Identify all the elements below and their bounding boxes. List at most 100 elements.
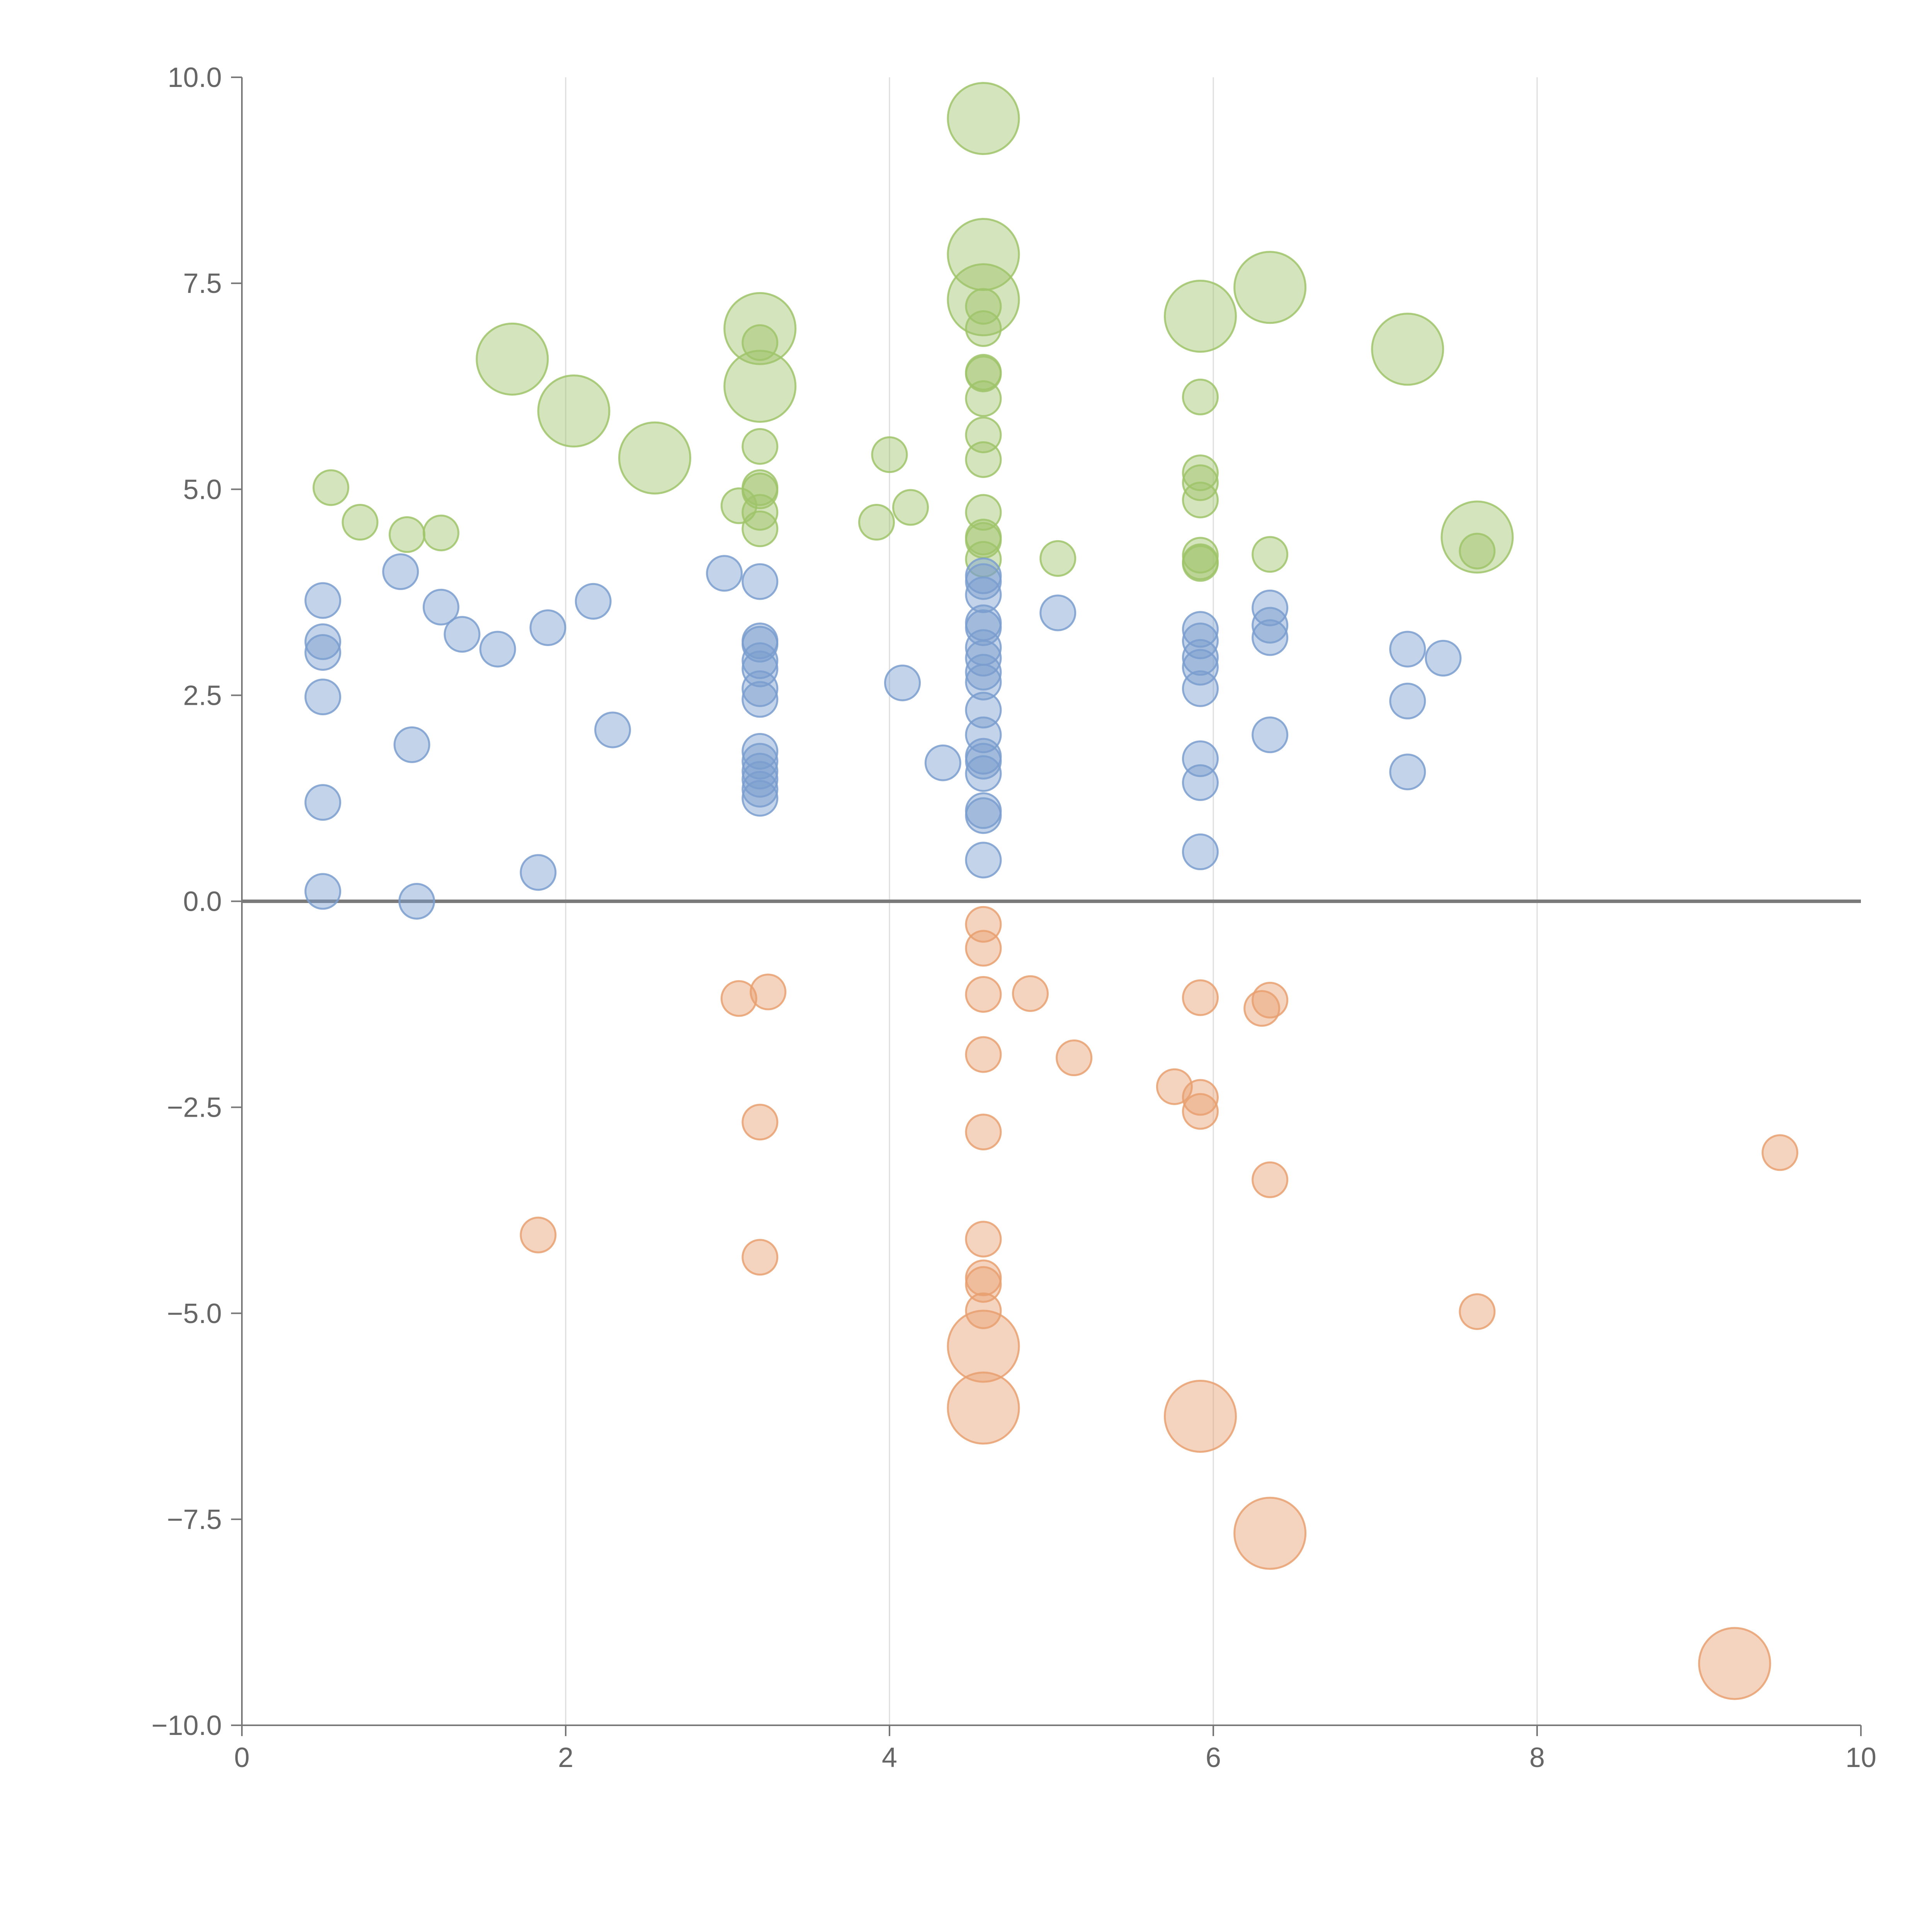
y-axis-ticks: 10.0 7.5 5.0 2.5 0.0 −2.5 −5.0 −7.5 −10.0 (151, 62, 242, 1741)
bubble-green (388, 516, 425, 553)
x-axis-ticks: 0 2 4 6 8 10 (234, 1725, 1876, 1773)
bubble-green (947, 263, 1020, 337)
bubble-blue (965, 576, 1002, 613)
bubble-green (476, 322, 549, 396)
bubble-blue (1252, 619, 1289, 656)
bubble-blue (965, 797, 1002, 834)
bubble-blue (529, 609, 566, 646)
y-tick-label: 5.0 (183, 474, 222, 505)
bubble-green (892, 489, 929, 526)
bubble-green (1459, 532, 1496, 570)
y-tick-label: −5.0 (167, 1298, 222, 1329)
bubble-blue (742, 563, 779, 600)
bubble-blue (1182, 833, 1219, 871)
bubble-green (1163, 279, 1237, 353)
bubble-orange (965, 1036, 1002, 1073)
bubble-blue (706, 555, 743, 592)
x-tick-label: 10 (1845, 1742, 1876, 1773)
bubble-blue (965, 716, 1002, 753)
bubble-blue (742, 642, 779, 679)
bubble-blue (965, 755, 1002, 792)
x-tick-label: 2 (558, 1742, 573, 1773)
bubble-orange (1156, 1068, 1193, 1105)
y-tick-label: −2.5 (167, 1092, 222, 1123)
bubble-green (1182, 545, 1219, 582)
bubble-blue (1182, 649, 1219, 686)
y-tick-label: 10.0 (168, 62, 222, 93)
bubble-blue (398, 883, 435, 920)
bubble-orange (1698, 1627, 1771, 1700)
bubble-orange (750, 973, 787, 1010)
bubble-blue (884, 664, 921, 701)
bubble-orange (1252, 1161, 1289, 1198)
bubble-orange (947, 1371, 1020, 1445)
bubble-blue (742, 650, 779, 687)
bubble-blue (1039, 594, 1077, 631)
bubble-green (965, 380, 1002, 417)
bubble-orange (965, 930, 1002, 967)
bubble-blue (965, 563, 1002, 600)
bubble-green (422, 514, 459, 551)
bubble-orange (1233, 1497, 1307, 1570)
bubble-blue (382, 553, 419, 590)
bubble-blue (444, 616, 481, 653)
bubble-blue (479, 631, 516, 668)
series-green (312, 82, 1514, 582)
x-tick-label: 0 (234, 1742, 250, 1773)
bubble-orange (1182, 1093, 1219, 1130)
bubble-blue (742, 761, 779, 798)
bubble-green (871, 436, 908, 473)
bubble-green (1233, 251, 1307, 324)
bubble-blue (594, 711, 631, 748)
bubble-green (342, 504, 379, 541)
x-tick-label: 6 (1206, 1742, 1221, 1773)
bubble-blue (304, 679, 341, 716)
bubble-green (1182, 378, 1219, 415)
bubble-blue (304, 873, 341, 910)
bubble-green (1252, 536, 1289, 573)
series-orange (520, 906, 1798, 1700)
bubble-blue (1182, 764, 1219, 801)
bubble-blue (742, 681, 779, 718)
bubble-green (1182, 481, 1219, 519)
bubble-orange (1163, 1379, 1237, 1453)
bubble-blue (965, 654, 1002, 691)
bubble-green (723, 350, 797, 423)
bubble-green (742, 473, 779, 510)
bubble-blue (965, 743, 1002, 780)
bubbles (304, 82, 1798, 1700)
bubble-orange (742, 1239, 779, 1276)
bubble-blue (924, 744, 961, 781)
bubble-green (1371, 313, 1444, 386)
bubble-orange (965, 976, 1002, 1013)
bubble-green (965, 288, 1002, 325)
bubble-blue (1182, 611, 1219, 648)
bubble-blue (1252, 607, 1289, 644)
bubble-blue (422, 588, 459, 626)
bubble-orange (947, 1310, 1020, 1383)
bubble-green (312, 469, 349, 506)
bubble-orange (742, 1104, 779, 1141)
bubble-green (742, 324, 779, 361)
bubble-orange (1243, 990, 1281, 1027)
y-tick-label: 0.0 (183, 886, 222, 917)
bubble-orange (1056, 1039, 1093, 1077)
bubble-blue (304, 634, 341, 671)
bubble-orange (1012, 975, 1049, 1012)
x-tick-label: 8 (1529, 1742, 1545, 1773)
bubble-green (742, 428, 779, 465)
bubble-orange (965, 1292, 1002, 1329)
bubble-orange (965, 1266, 1002, 1303)
bubble-orange (520, 1216, 557, 1253)
x-tick-label: 4 (882, 1742, 897, 1773)
bubble-blue (965, 609, 1002, 646)
bubble-orange (965, 1114, 1002, 1151)
bubble-orange (1762, 1134, 1798, 1171)
bubble-blue (742, 670, 779, 707)
bubble-blue (742, 770, 779, 808)
bubble-green (947, 82, 1020, 155)
bubble-blue (1425, 639, 1462, 677)
bubble-blue (1389, 753, 1426, 791)
bubble-green (537, 374, 611, 448)
